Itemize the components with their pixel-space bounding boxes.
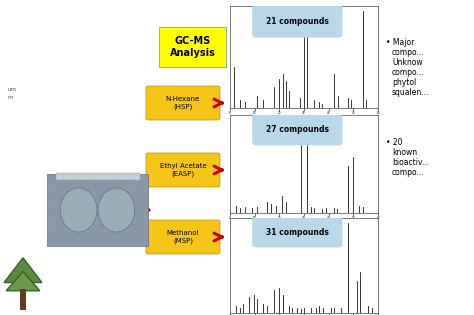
Text: Ultrasound
-assisted
extraction: Ultrasound -assisted extraction bbox=[75, 199, 123, 229]
Ellipse shape bbox=[98, 188, 135, 232]
FancyBboxPatch shape bbox=[146, 220, 220, 254]
Text: phytol: phytol bbox=[392, 78, 416, 87]
FancyBboxPatch shape bbox=[252, 114, 343, 146]
FancyBboxPatch shape bbox=[252, 5, 343, 37]
Polygon shape bbox=[4, 258, 42, 283]
Text: Unknow: Unknow bbox=[392, 58, 423, 67]
FancyBboxPatch shape bbox=[159, 27, 226, 67]
Text: 21 compounds: 21 compounds bbox=[266, 17, 329, 26]
Text: compo...: compo... bbox=[392, 168, 425, 177]
FancyBboxPatch shape bbox=[146, 86, 220, 120]
Text: • 20: • 20 bbox=[386, 138, 402, 147]
Text: compo...: compo... bbox=[392, 48, 425, 57]
FancyBboxPatch shape bbox=[146, 153, 220, 187]
Text: compo...: compo... bbox=[392, 68, 425, 77]
FancyBboxPatch shape bbox=[252, 217, 343, 248]
Polygon shape bbox=[6, 272, 40, 291]
Bar bbox=[55, 173, 139, 180]
Ellipse shape bbox=[60, 188, 97, 232]
Bar bbox=[20, 289, 26, 310]
FancyBboxPatch shape bbox=[54, 187, 144, 241]
Text: 27 compounds: 27 compounds bbox=[266, 125, 329, 134]
Text: N-Hexane
(HSP): N-Hexane (HSP) bbox=[166, 96, 200, 110]
Text: GC-MS
Analysis: GC-MS Analysis bbox=[170, 36, 216, 58]
Text: • Major: • Major bbox=[386, 38, 414, 47]
Text: m: m bbox=[8, 95, 13, 100]
Text: bioactiv...: bioactiv... bbox=[392, 158, 429, 167]
Text: um: um bbox=[8, 87, 17, 92]
Text: 31 compounds: 31 compounds bbox=[266, 228, 329, 237]
Text: known: known bbox=[392, 148, 417, 157]
Text: Methanol
(MSP): Methanol (MSP) bbox=[167, 230, 199, 244]
Text: Ethyl Acetate
(EASP): Ethyl Acetate (EASP) bbox=[160, 163, 206, 177]
Text: squalen...: squalen... bbox=[392, 88, 429, 97]
